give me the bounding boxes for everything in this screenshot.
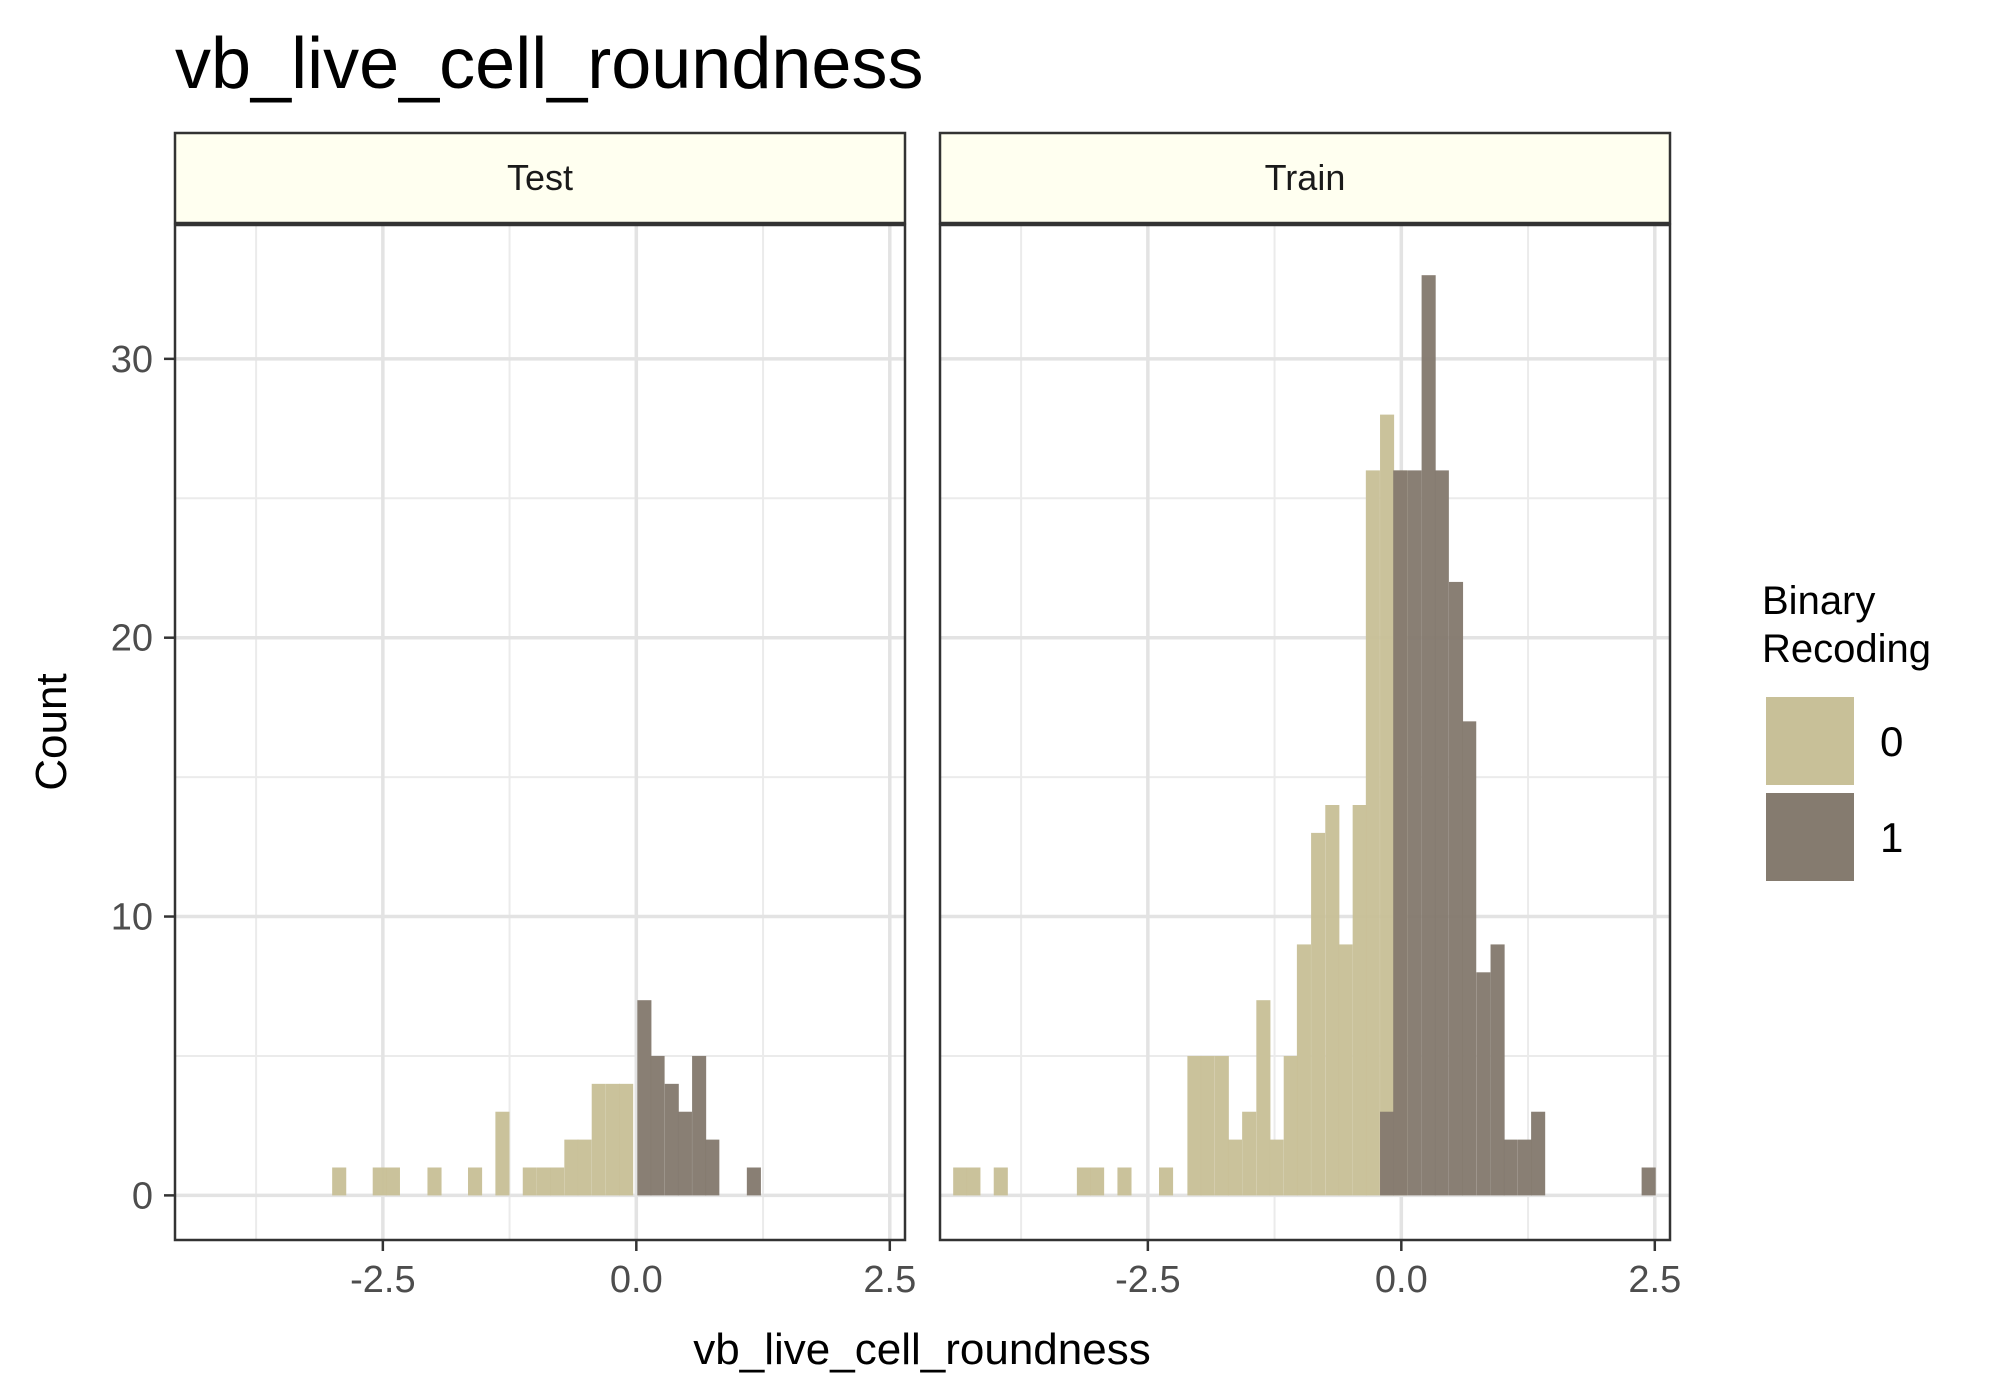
x-axis-test: -2.5 0.0 2.5 (350, 1240, 916, 1301)
bar-train-series-1 (1462, 721, 1477, 1196)
bar-train-series-0 (1076, 1167, 1091, 1196)
bar-test-series-0 (605, 1083, 620, 1196)
panel-train: Train -2.5 0.0 2.5 (938, 131, 1681, 1301)
bar-train-series-0 (1200, 1055, 1215, 1196)
bars-train (953, 275, 1656, 1196)
bar-train-series-0 (1283, 1055, 1298, 1196)
bar-train-series-1 (1517, 1139, 1533, 1196)
bar-test-series-1 (637, 1000, 652, 1196)
bar-test-series-1 (677, 1111, 692, 1196)
bar-test-series-0 (619, 1083, 634, 1196)
bar-train-series-0 (1214, 1055, 1229, 1196)
y-axis-title: Count (27, 673, 76, 790)
bar-train-series-0 (1338, 944, 1353, 1196)
bar-train-series-0 (966, 1167, 981, 1196)
bar-test-series-1 (664, 1083, 679, 1196)
y-tick-label: 20 (111, 618, 153, 660)
bar-test-series-1 (746, 1167, 761, 1196)
bar-train-series-0 (993, 1167, 1008, 1196)
panel-border-train (938, 223, 1672, 1242)
bar-train-series-0 (1325, 805, 1340, 1196)
bar-test-series-0 (372, 1167, 387, 1196)
bar-train-series-1 (1421, 275, 1436, 1196)
bar-train-series-1 (1503, 1139, 1518, 1196)
bar-train-series-0 (1256, 1000, 1271, 1196)
panel-border-test (173, 223, 907, 1242)
bar-train-series-1 (1641, 1167, 1656, 1196)
x-tick-label: 0.0 (1375, 1259, 1428, 1301)
bar-train-series-1 (1393, 470, 1408, 1196)
bar-test-series-0 (332, 1167, 347, 1196)
bar-train-series-0 (1311, 832, 1326, 1196)
bar-test-series-0 (468, 1167, 483, 1196)
legend: Binary Recoding 0 1 (1762, 579, 1931, 881)
bar-test-series-0 (385, 1167, 400, 1196)
x-tick-label: 2.5 (1628, 1259, 1681, 1301)
bar-train-series-1 (1490, 944, 1505, 1196)
legend-label-0: 0 (1880, 718, 1903, 765)
panel-background-test (175, 225, 905, 1240)
bar-test-series-1 (692, 1055, 707, 1196)
x-tick-label: 2.5 (863, 1259, 916, 1301)
y-tick-label: 0 (132, 1175, 153, 1217)
bar-train-series-0 (953, 1167, 968, 1196)
strip-label-test: Test (507, 157, 573, 198)
x-tick-label: -2.5 (1115, 1259, 1180, 1301)
bar-train-series-1 (1476, 972, 1491, 1196)
bar-test-series-0 (536, 1167, 552, 1196)
bar-train-series-0 (1296, 944, 1311, 1196)
bar-test-series-0 (495, 1111, 510, 1196)
bar-train-series-0 (1090, 1167, 1105, 1196)
bar-train-series-1 (1434, 470, 1449, 1196)
grid-train (940, 225, 1670, 1240)
bars-test (332, 1000, 761, 1196)
legend-title-line-1: Binary (1762, 579, 1875, 623)
x-axis-title: vb_live_cell_roundness (693, 1325, 1150, 1374)
bar-train-series-0 (1227, 1139, 1243, 1196)
legend-title-line-2: Recoding (1762, 627, 1931, 671)
bar-test-series-0 (550, 1167, 565, 1196)
chart-title: vb_live_cell_roundness (175, 24, 923, 104)
x-tick-label: 0.0 (610, 1259, 663, 1301)
bar-train-series-0 (1117, 1167, 1132, 1196)
bar-test-series-0 (522, 1167, 537, 1196)
y-tick-label: 10 (111, 897, 153, 939)
bar-train-series-0 (1352, 805, 1367, 1196)
x-tick-label: -2.5 (350, 1259, 415, 1301)
bar-train-series-1 (1407, 470, 1422, 1196)
bar-train-series-1 (1448, 581, 1464, 1196)
bar-test-series-0 (564, 1139, 579, 1196)
y-tick-label: 30 (111, 339, 153, 381)
panel-test: Test -2.5 0.0 2.5 (173, 131, 916, 1301)
strip-label-train: Train (1265, 157, 1346, 198)
bar-train-series-0 (1159, 1167, 1174, 1196)
y-axis: 0 10 20 30 (111, 339, 175, 1217)
bar-test-series-1 (705, 1139, 720, 1196)
legend-key-1 (1766, 793, 1854, 881)
bar-train-series-0 (1269, 1139, 1284, 1196)
bar-train-series-0 (1242, 1111, 1257, 1196)
bar-train-series-0 (1187, 1055, 1202, 1196)
bar-test-series-0 (577, 1139, 592, 1196)
strip-background-test (173, 131, 907, 225)
bar-test-series-0 (427, 1167, 442, 1196)
bar-train-series-1 (1531, 1111, 1546, 1196)
bar-train-series-0 (1380, 414, 1395, 1196)
x-axis-train: -2.5 0.0 2.5 (1115, 1240, 1681, 1301)
bar-train-series-0 (1365, 470, 1380, 1196)
strip-background-train (938, 131, 1672, 225)
bar-test-series-1 (650, 1055, 665, 1196)
legend-key-0 (1766, 697, 1854, 785)
bar-test-series-0 (591, 1083, 606, 1196)
bar-train-series-1 (1380, 1111, 1395, 1196)
legend-label-1: 1 (1880, 814, 1903, 861)
